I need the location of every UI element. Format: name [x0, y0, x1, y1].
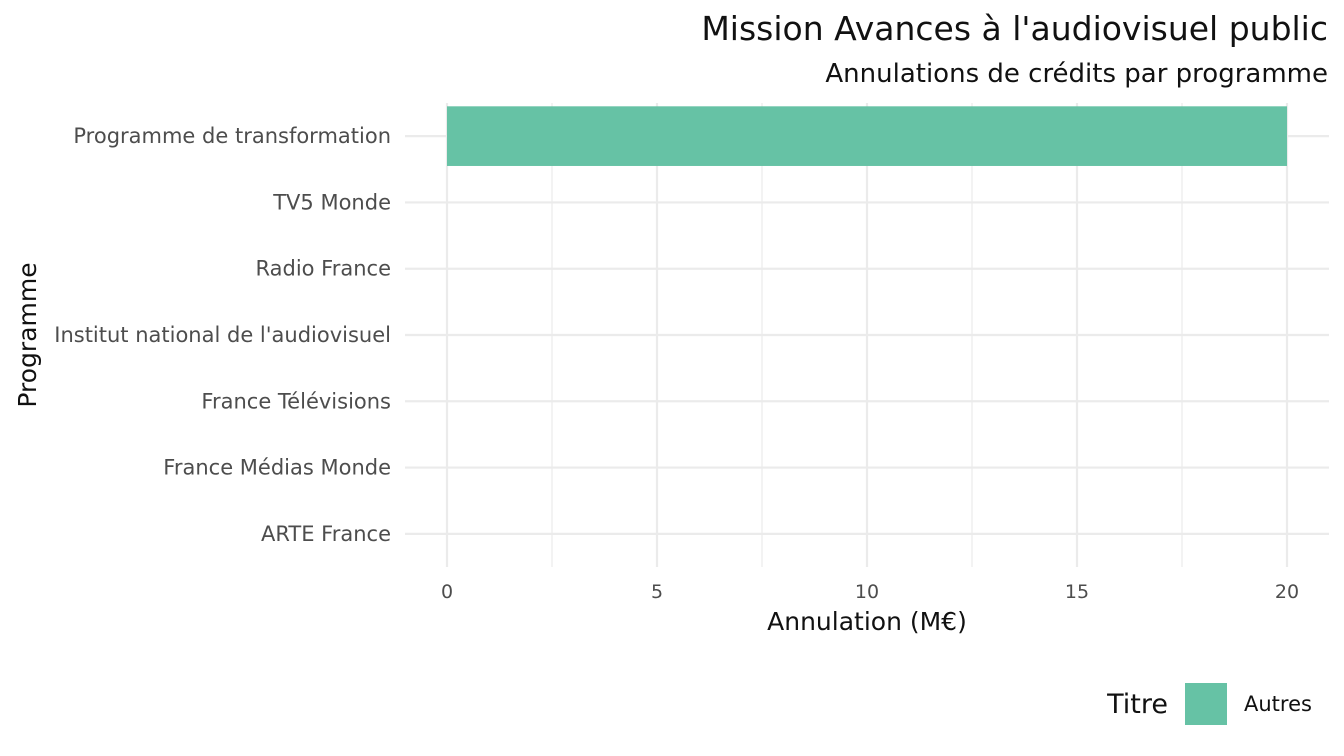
x-tick-label: 5: [651, 581, 663, 603]
y-tick-labels: Programme de transformation TV5 Monde Radi…: [54, 124, 391, 546]
legend-title: Titre: [1106, 689, 1168, 720]
x-tick-label: 15: [1065, 581, 1089, 603]
chart-subtitle: Annulations de crédits par programme: [825, 59, 1328, 89]
y-tick-label: France Télévisions: [201, 389, 391, 413]
y-tick-label: Programme de transformation: [73, 124, 391, 148]
y-tick-label: ARTE France: [261, 522, 391, 546]
legend-label-autres: Autres: [1244, 692, 1312, 716]
x-tick-label: 20: [1275, 581, 1299, 603]
y-tick-label: Radio France: [255, 257, 391, 281]
y-tick-label: TV5 Monde: [272, 190, 391, 214]
x-tick-label: 10: [855, 581, 879, 603]
gridlines: [405, 103, 1329, 567]
legend: Titre Autres: [1106, 683, 1312, 725]
legend-key-autres: [1185, 683, 1227, 725]
y-tick-label: Institut national de l'audiovisuel: [54, 323, 391, 347]
y-tick-label: France Médias Monde: [163, 456, 391, 480]
y-axis-label: Programme: [13, 262, 42, 407]
bar: [447, 106, 1287, 166]
x-tick-labels: 0 5 10 15 20: [441, 581, 1299, 603]
chart-title: Mission Avances à l'audiovisuel public: [701, 9, 1328, 48]
x-tick-label: 0: [441, 581, 453, 603]
x-axis-label: Annulation (M€): [767, 607, 967, 636]
bars: [447, 106, 1287, 166]
